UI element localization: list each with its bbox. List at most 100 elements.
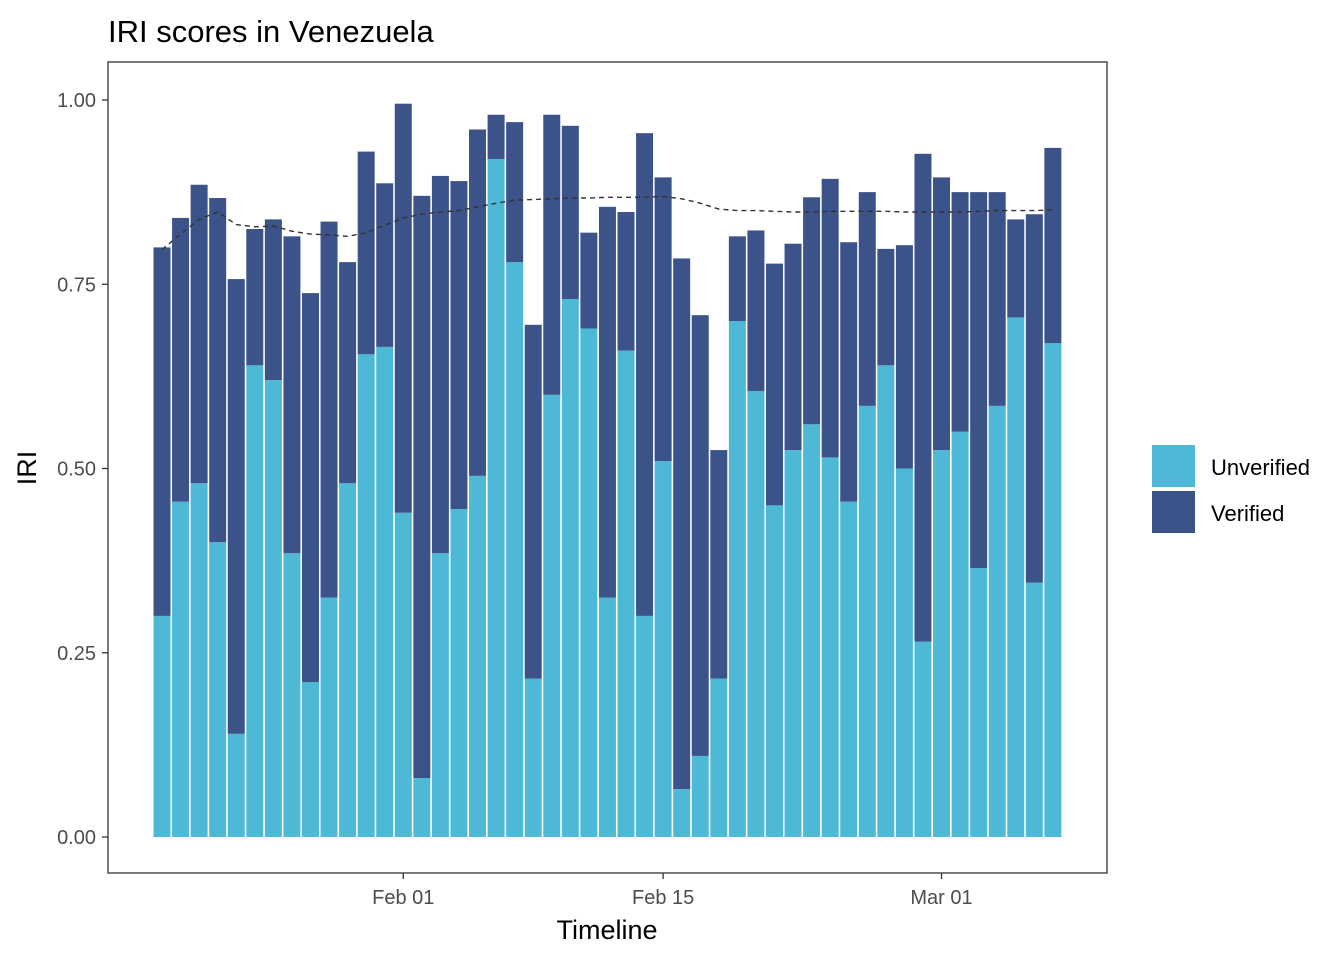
- y-tick-label: 1.00: [57, 90, 96, 112]
- bar-verified: [450, 181, 468, 510]
- bar-verified: [895, 245, 913, 469]
- bar-verified: [561, 125, 579, 299]
- bar-unverified: [654, 461, 672, 837]
- bar-unverified: [1007, 317, 1025, 837]
- bar-verified: [153, 247, 171, 616]
- bar-unverified: [246, 365, 264, 837]
- bar-unverified: [339, 483, 357, 837]
- bar-verified: [190, 184, 208, 484]
- bar-verified: [951, 192, 969, 432]
- legend-key-verified: [1152, 491, 1195, 533]
- bar-unverified: [469, 475, 487, 837]
- bar-unverified: [970, 567, 988, 837]
- bar-unverified: [561, 298, 579, 837]
- panel-border: [107, 61, 1108, 874]
- bar-verified: [636, 133, 654, 616]
- bar-verified: [339, 262, 357, 484]
- bar-unverified: [320, 597, 338, 837]
- bar-unverified: [283, 553, 301, 837]
- bar-verified: [301, 293, 319, 683]
- bar-unverified: [821, 457, 839, 837]
- bar-verified: [803, 197, 821, 425]
- bar-verified: [431, 175, 449, 554]
- bar-unverified: [617, 350, 635, 837]
- bar-unverified: [450, 509, 468, 837]
- bar-unverified: [691, 755, 709, 837]
- bar-verified: [673, 258, 691, 790]
- bar-unverified: [1025, 582, 1043, 837]
- bar-unverified: [877, 365, 895, 837]
- bar-unverified: [394, 512, 412, 837]
- bar-verified: [914, 153, 932, 642]
- bar-unverified: [580, 328, 598, 837]
- bar-verified: [172, 217, 190, 502]
- legend: Unverified Verified: [1152, 445, 1310, 533]
- bar-verified: [988, 192, 1006, 406]
- x-tick-label: Mar 01: [910, 887, 972, 909]
- bar-verified: [413, 195, 431, 779]
- bar-unverified: [543, 394, 561, 837]
- bar-unverified: [1044, 343, 1062, 837]
- y-tick-label: 0.00: [57, 827, 96, 849]
- bar-verified: [394, 103, 412, 513]
- bar-verified: [877, 248, 895, 366]
- bar-verified: [821, 178, 839, 458]
- bar-verified: [784, 243, 802, 451]
- bar-verified: [357, 151, 375, 355]
- bar-unverified: [227, 733, 245, 837]
- x-axis-title: Timeline: [556, 915, 657, 945]
- bar-verified: [469, 129, 487, 476]
- bar-unverified: [190, 483, 208, 837]
- bar-unverified: [487, 158, 505, 837]
- bar-verified: [580, 232, 598, 329]
- bar-unverified: [153, 615, 171, 837]
- chart-title: IRI scores in Venezuela: [108, 14, 434, 49]
- bar-verified: [264, 219, 282, 381]
- bar-verified: [840, 242, 858, 502]
- bar-unverified: [747, 391, 765, 837]
- bar-verified: [524, 324, 542, 679]
- bar-verified: [598, 206, 616, 598]
- bar-verified: [506, 122, 524, 263]
- y-axis-title: IRI: [12, 451, 42, 486]
- bar-verified: [487, 114, 505, 159]
- plot-area: 0.00 0.25 0.50 0.75 1.00 Feb 01 Feb 15 Mar 01: [57, 61, 1108, 909]
- bar-verified: [376, 183, 394, 347]
- y-tick-label: 0.75: [57, 274, 96, 296]
- bar-verified: [1044, 147, 1062, 344]
- bar-verified: [283, 236, 301, 554]
- bar-verified: [543, 114, 561, 395]
- bar-unverified: [803, 424, 821, 837]
- bar-unverified: [506, 262, 524, 837]
- bar-unverified: [988, 405, 1006, 837]
- bar-unverified: [784, 450, 802, 837]
- bar-verified: [858, 192, 876, 406]
- bar-unverified: [636, 615, 654, 837]
- bar-unverified: [264, 380, 282, 837]
- bar-verified: [1007, 219, 1025, 318]
- bar-unverified: [728, 321, 746, 838]
- bar-verified: [320, 221, 338, 598]
- bar-verified: [710, 450, 728, 679]
- bar-unverified: [765, 505, 783, 837]
- bar-unverified: [598, 597, 616, 837]
- bar-verified: [227, 279, 245, 734]
- legend-key-unverified: [1152, 445, 1195, 487]
- bar-verified: [246, 228, 264, 366]
- bar-unverified: [933, 450, 951, 837]
- bar-verified: [1025, 214, 1043, 583]
- trend-line: [161, 195, 1053, 251]
- bar-unverified: [673, 789, 691, 837]
- bar-unverified: [895, 468, 913, 837]
- legend-label-unverified: Unverified: [1211, 455, 1310, 480]
- bar-verified: [970, 192, 988, 568]
- y-tick-label: 0.25: [57, 643, 96, 665]
- bar-verified: [209, 198, 227, 543]
- bar-unverified: [951, 431, 969, 837]
- x-tick-label: Feb 15: [632, 887, 694, 909]
- bar-verified: [728, 236, 746, 322]
- bar-unverified: [914, 641, 932, 837]
- legend-label-verified: Verified: [1211, 501, 1284, 526]
- bar-unverified: [301, 682, 319, 837]
